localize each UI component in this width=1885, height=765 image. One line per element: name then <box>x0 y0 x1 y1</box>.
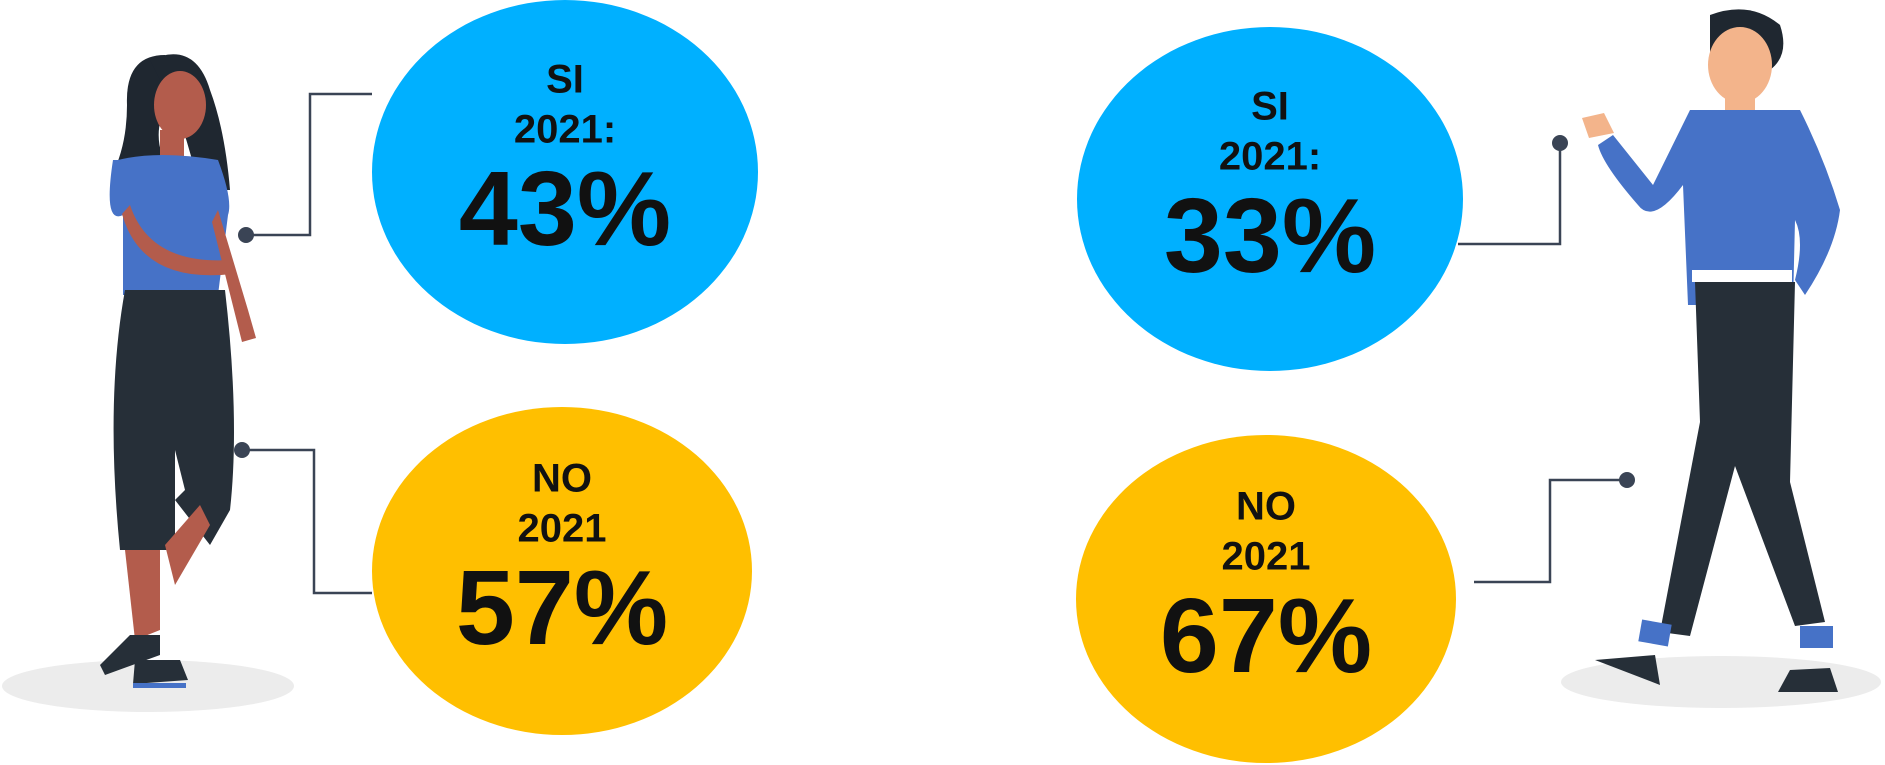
bubble-percent: 43% <box>459 150 671 268</box>
connector <box>242 450 372 593</box>
woman-figure <box>100 54 256 688</box>
bubble-label: SI <box>546 58 584 102</box>
connector-dot <box>238 227 254 243</box>
bubble-percent: 33% <box>1164 177 1376 295</box>
connector <box>1458 143 1560 244</box>
bubble-label: SI <box>1251 85 1289 129</box>
bubble-year: 2021 <box>1222 535 1311 579</box>
connector-dot <box>234 442 250 458</box>
bubble-label: NO <box>1236 485 1296 529</box>
connector <box>246 94 372 235</box>
bubble-year: 2021: <box>514 108 616 152</box>
bubble-label: NO <box>532 457 592 501</box>
infographic: SI2021:43%NO202157%SI2021:33%NO202167% <box>0 0 1885 765</box>
connector-dot <box>1619 472 1635 488</box>
bubble-year: 2021: <box>1219 135 1321 179</box>
connector-dot <box>1552 135 1568 151</box>
man-figure <box>1582 9 1840 692</box>
bubble-percent: 57% <box>456 549 668 667</box>
bubble-percent: 67% <box>1160 577 1372 695</box>
connector <box>1474 480 1627 582</box>
bubble-year: 2021 <box>518 507 607 551</box>
